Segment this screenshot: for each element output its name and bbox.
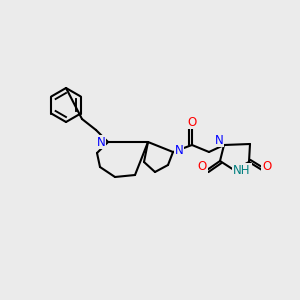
Text: O: O [197,160,207,173]
Text: N: N [97,136,105,148]
Text: O: O [188,116,196,128]
Text: N: N [175,143,183,157]
Text: O: O [262,160,272,173]
Text: N: N [214,134,224,146]
Text: NH: NH [233,164,251,176]
